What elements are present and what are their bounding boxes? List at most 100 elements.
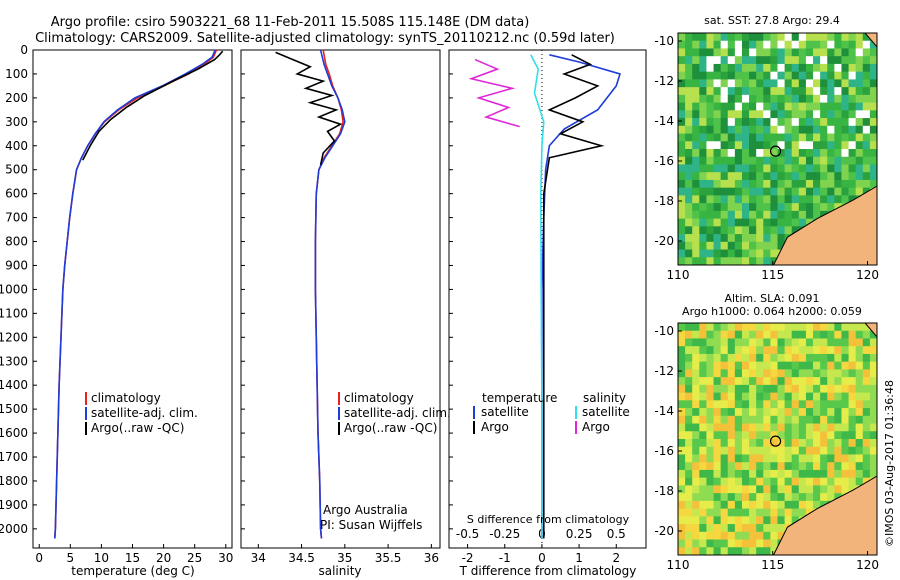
map-cell <box>713 493 722 502</box>
map-cell <box>713 439 722 448</box>
map-cell <box>791 133 800 142</box>
map-lat-label: -14 <box>654 114 674 128</box>
map-cell <box>727 241 736 251</box>
map-cell <box>699 125 707 135</box>
map-cell <box>741 79 750 88</box>
map-cell <box>862 102 871 111</box>
map-cell <box>727 423 736 432</box>
map-cell <box>713 384 722 394</box>
map-cell <box>798 71 807 80</box>
series-line-temperature-satellite <box>541 54 621 539</box>
map-cell <box>692 203 700 212</box>
map-cell <box>713 102 722 111</box>
map-cell <box>685 257 693 266</box>
map-cell <box>827 48 835 57</box>
map-cell <box>734 195 743 204</box>
map-cell <box>734 141 743 150</box>
map-cell <box>692 524 700 533</box>
map-cell <box>777 110 786 119</box>
map-cell <box>749 172 757 181</box>
map-cell <box>734 48 743 57</box>
map-cell <box>777 516 786 525</box>
x-tick-label: 34.5 <box>288 551 315 565</box>
map-cell <box>777 94 786 104</box>
map-cell <box>855 384 864 394</box>
map-cell <box>820 203 828 212</box>
map-cell <box>841 338 850 347</box>
map-cell <box>869 48 878 57</box>
map-cell <box>862 369 871 378</box>
map-cell <box>841 454 850 463</box>
map-cell <box>784 377 793 386</box>
map-cell <box>741 63 750 73</box>
map-cell <box>706 203 715 212</box>
map-cell <box>777 508 786 517</box>
map-cell <box>862 133 871 142</box>
map-cell <box>678 392 686 401</box>
map-cell <box>784 210 793 220</box>
map-cell <box>798 40 807 49</box>
map-cell <box>777 234 786 243</box>
map-cell <box>678 241 686 251</box>
map-cell <box>692 226 700 235</box>
map-cell <box>841 485 850 494</box>
map-cell <box>756 485 764 494</box>
map-cell <box>798 141 807 150</box>
legend-head-salinity: salinity <box>583 391 626 405</box>
map-cell <box>763 110 771 119</box>
map-cell <box>791 361 800 370</box>
legend-label-sal-argo: Argo <box>582 420 610 434</box>
map-cell <box>749 547 757 556</box>
map-cell <box>727 179 736 189</box>
map-cell <box>720 79 729 88</box>
map-cell <box>791 400 800 409</box>
map-cell <box>805 133 814 142</box>
map-cell <box>685 210 693 220</box>
map-cell <box>813 346 821 355</box>
x-tick-label: 30 <box>218 551 233 565</box>
map-cell <box>869 392 878 401</box>
map-cell <box>749 94 757 104</box>
map-cell <box>798 110 807 119</box>
map-cell <box>756 531 764 541</box>
map-cell <box>770 218 778 227</box>
map-cell <box>820 400 828 409</box>
map-cell <box>791 439 800 448</box>
map-cell <box>834 87 842 96</box>
map-cell <box>692 415 700 425</box>
map-cell <box>706 469 715 479</box>
map-cell <box>727 257 736 266</box>
map-cell <box>777 346 786 355</box>
map-cell <box>734 133 743 142</box>
map-cell <box>706 547 715 556</box>
map-cell <box>756 493 764 502</box>
map-cell <box>749 377 757 386</box>
map-cell <box>848 110 857 119</box>
map-cell <box>756 547 764 556</box>
map-cell <box>756 110 764 119</box>
map-cell <box>699 257 707 266</box>
map-cell <box>834 141 842 150</box>
map-cell <box>678 79 686 88</box>
map-cell <box>685 172 693 181</box>
map-cell <box>848 141 857 150</box>
map-cell <box>784 446 793 455</box>
temperature-legend: climatology satellite-adj. clim. Argo(..… <box>85 391 198 435</box>
map-cell <box>763 377 771 386</box>
map-cell <box>813 454 821 463</box>
map-lon-label: 120 <box>856 558 879 572</box>
map-cell <box>777 63 786 73</box>
map-cell <box>713 87 722 96</box>
map-cell <box>784 218 793 227</box>
map-cell <box>827 392 835 401</box>
map-cell <box>734 462 743 471</box>
map-cell <box>741 118 750 127</box>
map-cell <box>770 462 778 471</box>
map-cell <box>813 384 821 394</box>
map-cell <box>841 133 850 142</box>
map-cell <box>727 156 736 165</box>
map-cell <box>869 56 878 65</box>
map-cell <box>770 102 778 111</box>
map-cell <box>734 369 743 378</box>
map-cell <box>692 346 700 355</box>
